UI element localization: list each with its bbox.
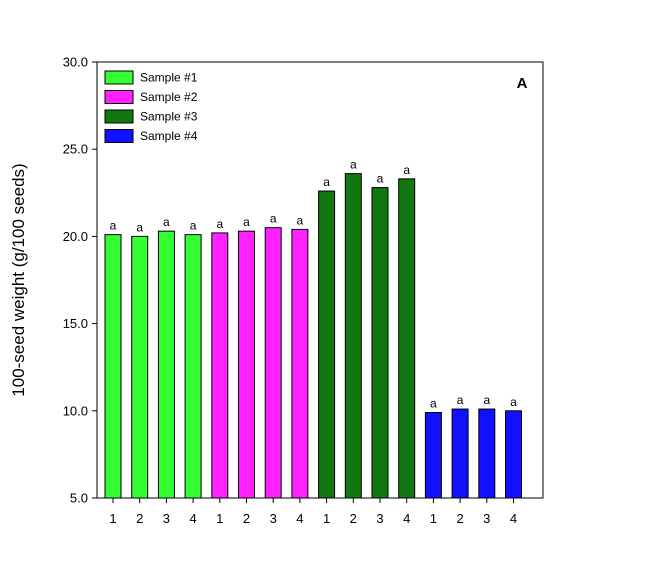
bar-series2-1 <box>211 232 229 499</box>
bar-series3-3 <box>371 187 389 499</box>
legend-label: Sample #3 <box>140 110 198 124</box>
bar-series4-4 <box>505 410 522 499</box>
legend-label: Sample #1 <box>140 71 198 85</box>
legend-swatch <box>104 90 134 104</box>
legend-swatch <box>104 109 134 124</box>
y-axis-label: 100-seed weight (g/100 seeds) <box>9 163 28 396</box>
legend-swatch <box>104 70 134 85</box>
legend-swatch <box>104 129 134 143</box>
bar-series1-4 <box>184 234 202 499</box>
y-tick-label: 20.0 <box>63 229 88 244</box>
bar-significance-label: a <box>297 213 304 227</box>
x-tick-label: 4 <box>510 511 517 526</box>
bars-layer <box>104 173 522 499</box>
x-tick-label: 1 <box>109 511 116 526</box>
bar-series3-1 <box>318 190 336 499</box>
bar-significance-label: a <box>403 163 410 177</box>
bar-significance-label: a <box>163 215 170 229</box>
x-tick-label: 1 <box>216 511 223 526</box>
bar-series2-2 <box>238 230 255 499</box>
bar-significance-label: a <box>323 175 330 189</box>
bar-series1-3 <box>157 230 175 499</box>
x-tick-label: 3 <box>270 511 277 526</box>
bar-series3-4 <box>398 178 416 499</box>
y-tick-label: 25.0 <box>63 142 88 157</box>
bar-significance-label: a <box>510 395 517 409</box>
bar-significance-label: a <box>270 212 277 226</box>
bar-significance-label: a <box>190 219 197 233</box>
bar-series4-1 <box>424 412 442 499</box>
bar-significance-label: a <box>216 217 223 231</box>
y-axis: 5.0 10.0 15.0 20.0 25.0 30.0 <box>63 55 97 506</box>
x-tick-label: 1 <box>430 511 437 526</box>
x-tick-label: 4 <box>403 511 410 526</box>
bar-series2-3 <box>264 227 282 499</box>
y-tick-label: 15.0 <box>63 316 88 331</box>
x-tick-label: 4 <box>189 511 196 526</box>
legend-label: Sample #2 <box>140 90 198 104</box>
bar-significance-label: a <box>457 393 464 407</box>
significance-labels-layer: a a a a a a a a a a a a a a a a <box>110 158 518 411</box>
bar-series1-1 <box>104 234 122 499</box>
y-tick-label: 10.0 <box>63 403 88 418</box>
bar-series3-2 <box>344 173 362 499</box>
panel-label: A <box>517 75 528 92</box>
bar-series4-2 <box>451 408 469 499</box>
bar-significance-label: a <box>243 215 250 229</box>
bar-significance-label: a <box>377 172 384 186</box>
bar-significance-label: a <box>483 393 490 407</box>
x-tick-label: 2 <box>243 511 250 526</box>
x-tick-label: 2 <box>456 511 463 526</box>
bar-series1-2 <box>131 235 149 499</box>
x-tick-label: 3 <box>163 511 170 526</box>
bar-series4-3 <box>478 408 496 499</box>
bar-significance-label: a <box>430 397 437 411</box>
y-tick-label: 5.0 <box>70 491 88 506</box>
bar-significance-label: a <box>350 158 357 172</box>
x-tick-label: 4 <box>296 511 303 526</box>
y-tick-label: 30.0 <box>63 55 88 70</box>
x-tick-label: 3 <box>376 511 383 526</box>
x-tick-label: 2 <box>350 511 357 526</box>
plot-frame <box>96 61 544 499</box>
bar-significance-label: a <box>136 220 143 234</box>
bar-series2-4 <box>291 228 309 499</box>
legend: Sample #1 Sample #2 Sample #3 Sample #4 <box>104 70 198 143</box>
x-tick-label: 2 <box>136 511 143 526</box>
x-tick-label: 1 <box>323 511 330 526</box>
legend-label: Sample #4 <box>140 129 198 143</box>
bar-significance-label: a <box>110 219 117 233</box>
x-axis: 1 2 3 4 1 2 3 4 1 2 3 4 1 2 3 4 <box>109 498 517 526</box>
x-tick-label: 3 <box>483 511 490 526</box>
